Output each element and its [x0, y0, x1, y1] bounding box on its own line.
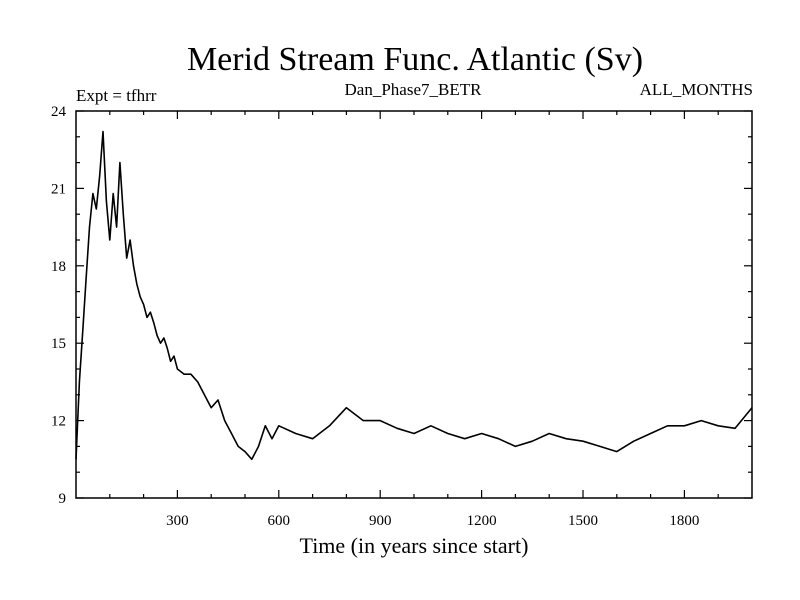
y-axis: 9 12 15 18 21 24: [51, 104, 752, 507]
plot-frame: [75, 110, 753, 499]
y-tick-label: 24: [51, 104, 67, 120]
series-line: [75, 130, 753, 461]
y-tick-label: 9: [59, 491, 67, 507]
x-tick-label: 1500: [568, 513, 598, 529]
series-group: [75, 130, 753, 461]
x-tick-label: 300: [166, 513, 189, 529]
annotation-expt: Expt = tfhrr: [76, 86, 157, 105]
chart-title: Merid Stream Func. Atlantic (Sv): [187, 41, 643, 78]
y-tick-label: 12: [51, 414, 66, 430]
annotation-months: ALL_MONTHS: [640, 80, 753, 99]
x-axis-label: Time (in years since start): [300, 533, 529, 558]
x-tick-label: 1200: [467, 513, 497, 529]
x-tick-label: 1800: [669, 513, 699, 529]
y-tick-label: 21: [51, 181, 66, 197]
plot-area-border: [75, 110, 753, 499]
annotation-run: Dan_Phase7_BETR: [345, 80, 483, 99]
y-tick-label: 18: [51, 259, 66, 275]
x-tick-label: 600: [268, 513, 291, 529]
x-tick-label: 900: [369, 513, 392, 529]
y-tick-label: 15: [51, 336, 66, 352]
x-axis: 300 600 900 1200 1500 1800: [109, 111, 719, 529]
